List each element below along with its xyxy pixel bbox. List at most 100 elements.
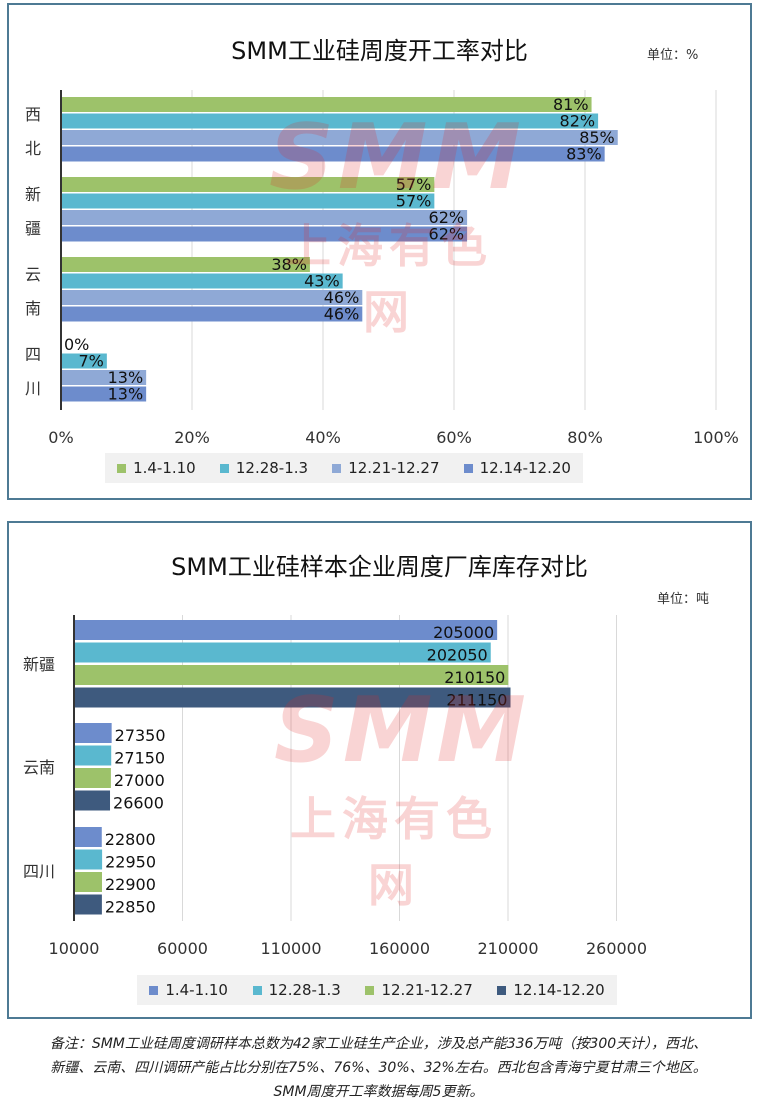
bar: [61, 130, 618, 145]
data-label: 46%: [324, 288, 360, 307]
footnote: 备注：SMM工业硅周度调研样本总数为42家工业硅生产企业，涉及总产能336万吨（…: [8, 1032, 749, 1104]
data-label: 46%: [324, 305, 360, 324]
footnote-line: SMM周度开工率数据每周5更新。: [273, 1084, 484, 1100]
data-label: 13%: [108, 385, 144, 404]
legend-swatch: [149, 985, 159, 995]
data-label: 210150: [444, 668, 505, 687]
category-label: 四川: [23, 862, 55, 881]
bar: [61, 113, 599, 129]
data-label: 205000: [433, 623, 494, 642]
operating-rate-bar-chart: 0% 20% 40% 60% 80% 100%81%82%85%83%西北57%57%62…: [25, 90, 739, 447]
category-label: 南: [25, 299, 41, 318]
data-label: 7%: [78, 352, 103, 371]
legend-swatch: [117, 463, 127, 473]
bar: [74, 687, 511, 708]
legend-label: 12.14-12.20: [513, 981, 605, 999]
legend-swatch: [332, 463, 342, 473]
legend-label: 12.28-1.3: [235, 459, 309, 477]
bar: [74, 849, 103, 870]
bar: [61, 290, 363, 305]
legend-swatch: [463, 463, 473, 473]
bar: [61, 210, 468, 225]
data-label: 57%: [396, 175, 432, 194]
data-label: 27150: [114, 749, 165, 768]
bar: [74, 745, 112, 766]
category-label: 西: [25, 105, 41, 124]
legend-item: 12.14-12.20: [463, 459, 571, 477]
bar: [61, 353, 107, 369]
unit-label: 单位：%: [647, 48, 699, 63]
bar: [74, 620, 498, 640]
x-tick-label: 40%: [305, 428, 341, 447]
data-label: 22800: [105, 830, 156, 849]
legend-item: 12.28-1.3: [219, 459, 309, 477]
x-tick-label: 80%: [567, 428, 603, 447]
data-label: 43%: [304, 272, 340, 291]
data-label: 85%: [579, 128, 615, 147]
legend-swatch: [365, 985, 375, 995]
bar: [61, 97, 592, 112]
chart-title: SMM工业硅周度开工率对比: [231, 37, 528, 65]
legend-item: 12.28-1.3: [252, 981, 341, 999]
unit-label: 单位：吨: [657, 592, 710, 607]
data-label: 57%: [396, 192, 432, 211]
data-label: 13%: [108, 368, 144, 387]
data-label: 62%: [429, 208, 465, 227]
chart-legend: 1.4-1.10 12.28-1.3 12.21-12.27 12.14-12.20: [137, 975, 617, 1005]
category-label: 云南: [23, 758, 55, 777]
bar: [74, 872, 102, 892]
category-label: 川: [25, 379, 41, 398]
bar: [61, 193, 435, 209]
bar: [74, 790, 111, 811]
bar: [74, 665, 509, 685]
legend-swatch: [497, 985, 507, 995]
x-tick-label: 210000: [477, 939, 538, 958]
bar: [74, 642, 491, 663]
x-tick-label: 10000: [49, 939, 100, 958]
inventory-bar-chart: 10000 60000 110000 160000 210000 260000 205000…: [23, 615, 647, 958]
data-label: 22900: [105, 875, 156, 894]
legend-item: 12.21-12.27: [332, 459, 440, 477]
data-label: 82%: [560, 112, 596, 131]
footnote-line: 新疆、云南、四川调研产能占比分别在75%、76%、30%、32%左右。西北包含青…: [50, 1060, 707, 1076]
data-label: 62%: [429, 225, 465, 244]
legend-item: 12.21-12.27: [365, 981, 473, 999]
chart-title: SMM工业硅样本企业周度厂库库存对比: [171, 553, 588, 581]
data-label: 26600: [113, 794, 164, 813]
bar: [74, 768, 111, 788]
bar: [61, 226, 468, 242]
bar: [74, 723, 112, 743]
bar: [61, 370, 147, 385]
chart-legend: 1.4-1.10 12.28-1.3 12.21-12.27 12.14-12.20: [105, 453, 583, 483]
data-label: 202050: [427, 646, 488, 665]
legend-label: 12.28-1.3: [268, 981, 341, 999]
data-label: 27000: [114, 771, 165, 790]
legend-swatch: [219, 463, 229, 473]
category-label: 四: [25, 345, 41, 364]
operating-rate-chart-panel: SMM工业硅周度开工率对比 单位：% 0% 20% 40% 60% 80% 100% 81%…: [7, 3, 752, 500]
legend-item: 1.4-1.10: [117, 459, 196, 477]
x-tick-label: 260000: [586, 939, 647, 958]
x-tick-label: 160000: [369, 939, 430, 958]
legend-item: 1.4-1.10: [149, 981, 228, 999]
category-label: 疆: [25, 219, 41, 238]
x-tick-label: 60000: [157, 939, 208, 958]
inventory-chart-panel: SMM工业硅样本企业周度厂库库存对比 单位：吨 10000 60000 110000…: [7, 521, 752, 1019]
legend-label: 12.21-12.27: [348, 459, 440, 477]
bar: [74, 827, 102, 847]
bar: [61, 146, 605, 162]
bar: [61, 273, 343, 289]
legend-item: 12.14-12.20: [497, 981, 605, 999]
data-label: 211150: [446, 691, 507, 710]
data-label: 38%: [271, 255, 307, 274]
legend-swatch: [252, 985, 262, 995]
bar: [61, 177, 435, 192]
x-tick-label: 110000: [260, 939, 321, 958]
footnote-line: 备注：SMM工业硅周度调研样本总数为42家工业硅生产企业，涉及总产能336万吨（…: [49, 1036, 708, 1052]
x-tick-label: 60%: [436, 428, 472, 447]
legend-label: 1.4-1.10: [133, 459, 196, 477]
x-tick-label: 20%: [174, 428, 210, 447]
category-label: 新: [25, 185, 41, 204]
bar: [61, 386, 147, 402]
category-label: 新疆: [23, 655, 55, 674]
